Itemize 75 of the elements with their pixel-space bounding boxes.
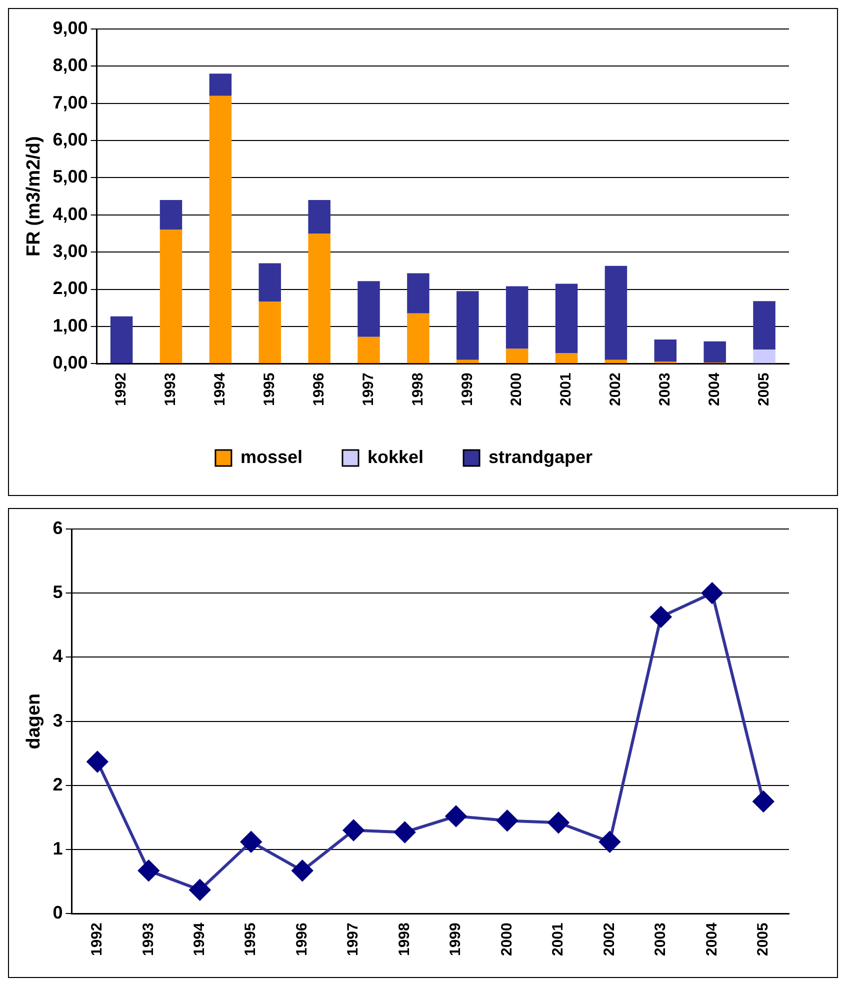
x-tick-label: 1993 xyxy=(162,372,180,406)
bar xyxy=(604,266,628,360)
bar xyxy=(654,339,677,362)
y-tick-label: 5,00 xyxy=(52,166,88,187)
x-tick-label: 1997 xyxy=(360,372,377,406)
bar xyxy=(110,316,133,364)
y-tick-label: 6 xyxy=(52,518,63,538)
y-tick-label: 4,00 xyxy=(52,204,88,224)
bar xyxy=(160,230,182,364)
bar xyxy=(209,96,232,364)
x-tick-label: 2005 xyxy=(755,372,772,406)
bar xyxy=(456,360,479,364)
legend-label: mossel xyxy=(240,446,302,467)
y-tick-label: 1,00 xyxy=(52,315,88,336)
x-tick-label: 1995 xyxy=(242,922,260,956)
x-tick-label: 1995 xyxy=(261,372,278,406)
bar xyxy=(506,348,528,364)
x-tick-label: 2003 xyxy=(656,372,674,406)
bar xyxy=(358,281,380,337)
x-tick-label: 1996 xyxy=(293,922,310,956)
bar xyxy=(704,341,726,363)
bar xyxy=(308,233,330,364)
x-tick-label: 2004 xyxy=(703,922,720,956)
bar xyxy=(308,200,330,234)
y-tick-label: 4 xyxy=(52,646,63,666)
bar xyxy=(407,273,430,314)
x-tick-label: 2001 xyxy=(558,372,575,406)
y-tick-label: 2,00 xyxy=(52,278,88,298)
x-tick-label: 2005 xyxy=(754,922,772,956)
y-tick-label: 5 xyxy=(52,582,63,602)
bar xyxy=(506,286,528,349)
x-tick-label: 1999 xyxy=(447,922,464,956)
bar xyxy=(407,313,430,364)
bar xyxy=(160,200,182,230)
x-tick-label: 2000 xyxy=(508,372,526,406)
bar xyxy=(555,284,578,354)
x-tick-label: 1999 xyxy=(458,372,476,406)
x-tick-label: 2000 xyxy=(498,922,516,956)
y-tick-label: 0 xyxy=(52,902,63,923)
x-tick-label: 1996 xyxy=(310,372,328,406)
x-tick-label: 1997 xyxy=(344,922,362,956)
bar xyxy=(258,263,281,302)
bar xyxy=(555,353,578,364)
x-tick-label: 2004 xyxy=(706,372,723,406)
x-tick-label: 2002 xyxy=(600,922,618,956)
bar xyxy=(604,360,628,364)
x-tick-label: 1998 xyxy=(396,922,413,956)
y-tick-label: 8,00 xyxy=(52,55,88,76)
legend-label: kokkel xyxy=(367,446,424,467)
x-tick-label: 2001 xyxy=(550,922,567,956)
bar xyxy=(753,350,776,364)
bar xyxy=(258,302,281,364)
y-tick-label: 3,00 xyxy=(52,241,88,262)
x-tick-label: 1992 xyxy=(88,922,106,956)
y-tick-label: 2 xyxy=(52,774,63,794)
bar xyxy=(209,74,232,96)
bar xyxy=(753,301,776,350)
y-axis-title: FR (m3/m2/d) xyxy=(24,136,45,256)
y-tick-label: 6,00 xyxy=(52,130,88,150)
y-axis-title: dagen xyxy=(24,693,45,750)
legend-label: strandgaper xyxy=(488,446,593,467)
y-tick-label: 0,00 xyxy=(52,352,88,373)
x-tick-label: 2003 xyxy=(652,922,670,956)
bar xyxy=(456,291,479,360)
bar xyxy=(358,336,380,364)
y-tick-label: 9,00 xyxy=(52,18,88,38)
x-tick-label: 2002 xyxy=(607,372,624,406)
y-tick-label: 1 xyxy=(52,838,63,858)
y-tick-label: 7,00 xyxy=(52,92,88,112)
y-tick-label: 3 xyxy=(52,710,63,730)
x-tick-label: 1994 xyxy=(191,922,208,956)
x-tick-label: 1992 xyxy=(112,372,130,406)
x-tick-label: 1994 xyxy=(212,372,229,406)
x-tick-label: 1998 xyxy=(409,372,426,406)
x-tick-label: 1993 xyxy=(140,922,157,956)
